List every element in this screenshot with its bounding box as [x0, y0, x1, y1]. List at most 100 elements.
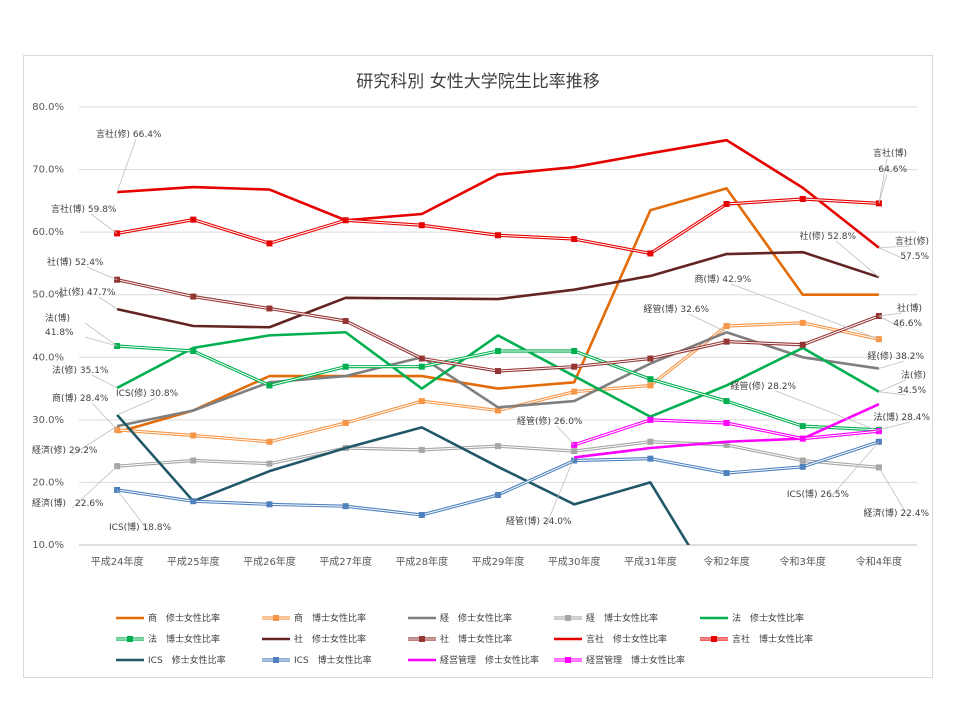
- data-point-marker: [495, 232, 501, 239]
- data-point-marker: [647, 438, 654, 445]
- y-tick-label: 10.0%: [32, 540, 64, 551]
- annotation-leader: [90, 213, 118, 234]
- data-point-marker: [266, 240, 273, 247]
- legend-label: 経営管理 博士女性比率: [586, 654, 685, 666]
- chart-frame: 研究科別 女性大学院生比率推移 10.0% 20.0% 30.0% 40.0% 50.0…: [23, 55, 933, 678]
- x-tick-label: 平成30年度: [548, 555, 601, 568]
- data-point-marker: [723, 441, 730, 448]
- annotation-leader: [71, 425, 118, 456]
- series-line: [116, 413, 690, 545]
- data-label: 46.6%: [893, 319, 922, 329]
- legend-marker: [565, 657, 571, 663]
- legend-marker: [711, 636, 717, 642]
- data-point-marker: [342, 363, 349, 370]
- annotation-leader: [878, 312, 903, 317]
- annotation-leader: [878, 245, 910, 249]
- series-line: [116, 197, 880, 256]
- data-point-marker: [190, 457, 197, 464]
- legend-label: ICS 修士女性比率: [148, 654, 226, 666]
- annotation-leader: [688, 313, 727, 333]
- data-label: 57.5%: [900, 252, 929, 262]
- series-line-inner: [117, 198, 879, 254]
- data-point-marker: [647, 416, 654, 423]
- legend-label: ICS 博士女性比率: [294, 654, 372, 666]
- data-label: ICS(博) 26.5%: [787, 488, 850, 500]
- x-tick-label: 平成31年度: [624, 555, 677, 568]
- data-label: 経管(修) 26.0%: [517, 415, 583, 427]
- y-tick-label: 60.0%: [32, 227, 64, 238]
- annotation-leader: [71, 465, 118, 509]
- annotation-leader: [545, 457, 575, 527]
- annotation-leader: [878, 173, 888, 204]
- data-label: 34.5%: [897, 386, 926, 396]
- x-tick-label: 平成28年度: [395, 555, 448, 568]
- annotation-leader: [878, 360, 905, 369]
- annotation-leader: [828, 441, 880, 500]
- legend-label: 言社 博士女性比率: [732, 633, 813, 645]
- data-point-marker: [418, 511, 425, 518]
- annotation-leader: [116, 397, 157, 416]
- data-point-marker: [266, 305, 273, 312]
- y-tick-label: 50.0%: [32, 290, 64, 301]
- x-tick-label: 令和4年度: [856, 555, 902, 568]
- data-point-marker: [799, 463, 806, 470]
- data-point-marker: [342, 217, 349, 224]
- data-label: 経済(博) 22.4%: [864, 507, 930, 519]
- x-tick-label: 平成24年度: [91, 555, 144, 568]
- data-point-marker: [647, 355, 654, 362]
- series-line: [116, 330, 880, 419]
- data-point-marker: [799, 457, 806, 464]
- data-point-marker: [190, 348, 197, 355]
- annotation-leader: [116, 138, 137, 193]
- y-tick-label: 40.0%: [32, 352, 64, 363]
- legend-label: 社 修士女性比率: [294, 633, 366, 645]
- legend-label: 商 博士女性比率: [294, 612, 366, 624]
- data-point-marker: [571, 448, 578, 455]
- data-point-marker: [647, 382, 654, 389]
- legend-label: 言社 修士女性比率: [586, 633, 667, 645]
- series-line: [574, 403, 880, 459]
- x-tick-label: 平成29年度: [472, 555, 525, 568]
- data-point-marker: [266, 501, 273, 508]
- annotation-leader: [84, 322, 118, 347]
- data-point-marker: [799, 195, 806, 202]
- x-tick-label: 令和3年度: [780, 555, 826, 568]
- legend-label: 商 修士女性比率: [148, 612, 220, 624]
- legend-label: 経営管理 修士女性比率: [440, 654, 539, 666]
- data-label: 社(修) 47.7%: [59, 286, 116, 298]
- data-point-marker: [266, 460, 273, 467]
- data-label: 経管(博) 32.6%: [644, 303, 710, 315]
- data-point-marker: [571, 363, 578, 370]
- y-tick-label: 80.0%: [32, 102, 64, 113]
- data-label: 社(修) 52.8%: [800, 230, 857, 242]
- data-point-marker: [342, 419, 349, 426]
- data-point-marker: [799, 423, 806, 430]
- annotation-leader: [86, 266, 118, 281]
- annotation-leader: [878, 247, 910, 262]
- annotation-leader: [835, 240, 880, 278]
- legend-label: 法 博士女性比率: [148, 633, 220, 645]
- annotation-leader: [91, 402, 118, 431]
- data-label: 商(博) 42.9%: [695, 273, 752, 285]
- legend-label: 法 修士女性比率: [732, 612, 804, 624]
- data-label: 言社(博): [873, 147, 907, 159]
- data-point-marker: [418, 355, 425, 362]
- data-label: 法(修) 35.1%: [52, 364, 109, 376]
- data-label: 社(博): [897, 302, 922, 314]
- series-line: [116, 187, 879, 434]
- annotation-leader: [878, 421, 911, 431]
- legend-marker: [273, 657, 279, 663]
- data-point-marker: [723, 323, 730, 329]
- data-point-marker: [266, 438, 273, 445]
- annotation-leader: [775, 390, 880, 432]
- annotation-leader: [116, 489, 150, 533]
- legend-marker: [419, 636, 425, 642]
- data-label: 経管(博) 24.0%: [506, 515, 572, 527]
- data-point-marker: [723, 470, 730, 477]
- y-tick-label: 70.0%: [32, 165, 64, 176]
- data-point-marker: [495, 407, 501, 414]
- legend-marker: [565, 615, 571, 621]
- data-point-marker: [571, 348, 578, 355]
- series-line: [116, 330, 880, 428]
- data-point-marker: [266, 382, 273, 389]
